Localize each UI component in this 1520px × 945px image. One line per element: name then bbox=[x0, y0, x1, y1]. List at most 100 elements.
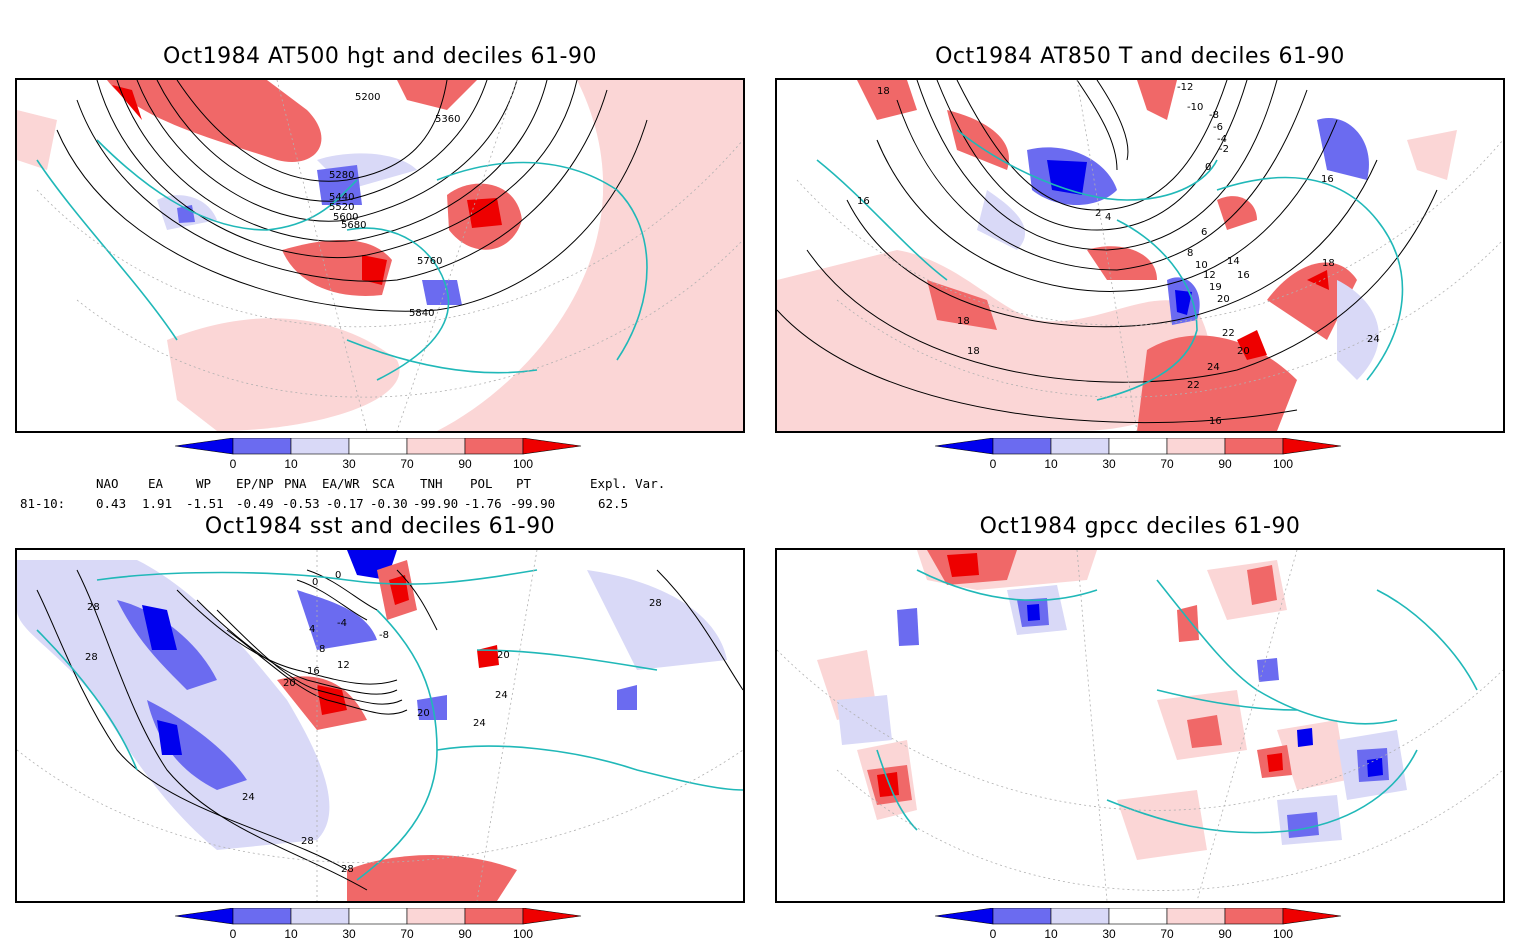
colorbar-label: 100 bbox=[1273, 457, 1293, 470]
contour-label: 5840 bbox=[409, 308, 434, 319]
index-value-wp: -1.51 bbox=[186, 496, 224, 511]
contour-label: 0 bbox=[335, 570, 341, 581]
contour-label: 6 bbox=[1201, 227, 1207, 238]
index-header-eawr: EA/WR bbox=[322, 476, 360, 491]
colorbar-label: 30 bbox=[342, 927, 356, 940]
contour-label: -8 bbox=[379, 630, 389, 641]
contour-label: 18 bbox=[967, 346, 980, 357]
colorbar-label: 10 bbox=[1044, 927, 1058, 940]
contour-label: 24 bbox=[495, 690, 508, 701]
index-value-epnp: -0.49 bbox=[236, 496, 274, 511]
index-value-ea: 1.91 bbox=[142, 496, 173, 511]
contour-label: 28 bbox=[341, 864, 354, 875]
contour-label: 5760 bbox=[417, 256, 442, 267]
colorbar-label: 70 bbox=[400, 927, 414, 940]
colorbar-segment bbox=[992, 437, 1052, 455]
index-value-sca: -0.30 bbox=[370, 496, 408, 511]
index-header-nao: NAO bbox=[96, 476, 119, 491]
colorbar-segment bbox=[348, 907, 408, 925]
index-value-pna: -0.53 bbox=[282, 496, 320, 511]
colorbar-segment bbox=[934, 907, 994, 925]
colorbar-segment bbox=[1050, 907, 1110, 925]
contour-label: 14 bbox=[1227, 256, 1240, 267]
colorbar-label: 0 bbox=[230, 927, 237, 940]
colorbar-label: 0 bbox=[990, 927, 997, 940]
contour-label: 8 bbox=[1187, 248, 1193, 259]
index-value-explvar: 62.5 bbox=[598, 496, 629, 511]
colorbar-label: 10 bbox=[1044, 457, 1058, 470]
colorbar-segment bbox=[1282, 907, 1342, 925]
contour-label: 0 bbox=[1205, 162, 1211, 173]
colorbar-top-left: 0 10 30 70 90 100 bbox=[174, 437, 585, 471]
map-panel-gpcc[interactable] bbox=[775, 548, 1505, 903]
colorbar-segment bbox=[1282, 437, 1342, 455]
colorbar-segment bbox=[406, 907, 466, 925]
panel-title-sst: Oct1984 sst and deciles 61-90 bbox=[204, 514, 556, 539]
contour-label: 28 bbox=[87, 602, 100, 613]
contour-label: 5680 bbox=[341, 220, 366, 231]
contour-label: 24 bbox=[1367, 334, 1380, 345]
contour-label: 5280 bbox=[329, 170, 354, 181]
contour-label: -4 bbox=[337, 618, 347, 629]
contour-label: 18 bbox=[957, 316, 970, 327]
colorbar-label: 90 bbox=[1218, 927, 1232, 940]
indices-table: NAO EA WP EP/NP PNA EA/WR SCA TNH POL PT… bbox=[20, 476, 740, 512]
colorbar-label: 0 bbox=[230, 457, 237, 470]
contour-label: 2 bbox=[1095, 208, 1101, 219]
colorbar-segment bbox=[1050, 437, 1110, 455]
index-header-pt: PT bbox=[516, 476, 532, 491]
contour-label: 16 bbox=[1321, 174, 1334, 185]
colorbar-bottom-right: 0 10 30 70 90 100 bbox=[934, 907, 1345, 941]
index-value-eawr: -0.17 bbox=[326, 496, 364, 511]
contour-label: 10 bbox=[1195, 260, 1208, 271]
contour-label: 20 bbox=[1217, 294, 1230, 305]
map-panel-hgt[interactable]: 5200 5360 5280 5440 5520 5600 5680 5760 … bbox=[15, 78, 745, 433]
contour-label: 24 bbox=[473, 718, 486, 729]
colorbar-segment bbox=[232, 437, 292, 455]
colorbar-segment bbox=[1224, 437, 1284, 455]
colorbar-label: 70 bbox=[1160, 927, 1174, 940]
index-header-pol: POL bbox=[470, 476, 493, 491]
colorbar-label: 90 bbox=[458, 927, 472, 940]
map-panel-t850[interactable]: 18 -12 -10 -8 -6 -4 -2 0 2 4 6 8 10 12 1… bbox=[775, 78, 1505, 433]
colorbar-segment bbox=[1108, 907, 1168, 925]
colorbar-top-right: 0 10 30 70 90 100 bbox=[934, 437, 1345, 471]
index-header-ea: EA bbox=[148, 476, 164, 491]
contour-label: 16 bbox=[1237, 270, 1250, 281]
contour-label: 28 bbox=[85, 652, 98, 663]
colorbar-label: 100 bbox=[1273, 927, 1293, 940]
colorbar-segment bbox=[522, 437, 582, 455]
contour-label: -10 bbox=[1187, 102, 1203, 113]
contour-label: 8 bbox=[319, 644, 325, 655]
contour-label: 5200 bbox=[355, 92, 380, 103]
contour-label: 19 bbox=[1209, 282, 1222, 293]
contour-label: 0 bbox=[312, 577, 318, 588]
panel-title-gpcc: Oct1984 gpcc deciles 61-90 bbox=[979, 514, 1301, 539]
contour-label: 20 bbox=[497, 650, 510, 661]
contour-label: 4 bbox=[309, 624, 315, 635]
index-header-epnp: EP/NP bbox=[236, 476, 274, 491]
contour-label: 5360 bbox=[435, 114, 460, 125]
colorbar-label: 30 bbox=[342, 457, 356, 470]
colorbar-segment bbox=[992, 907, 1052, 925]
colorbar-segment bbox=[290, 907, 350, 925]
panel-title-t850: Oct1984 AT850 T and deciles 61-90 bbox=[935, 44, 1345, 69]
contour-label: -2 bbox=[1219, 144, 1229, 155]
contour-label: 22 bbox=[1222, 328, 1235, 339]
colorbar-label: 10 bbox=[284, 927, 298, 940]
index-header-sca: SCA bbox=[372, 476, 395, 491]
index-value-pol: -1.76 bbox=[464, 496, 502, 511]
contour-label: 24 bbox=[242, 792, 255, 803]
index-value-tnh: -99.90 bbox=[413, 496, 459, 511]
colorbar-segment bbox=[348, 437, 408, 455]
map-panel-sst[interactable]: 0 0 4 8 -4 -8 12 16 20 24 28 28 28 28 20… bbox=[15, 548, 745, 903]
colorbar-label: 10 bbox=[284, 457, 298, 470]
contour-label: -8 bbox=[1209, 110, 1219, 121]
colorbar-bottom-left: 0 10 30 70 90 100 bbox=[174, 907, 585, 941]
panel-title-hgt: Oct1984 AT500 hgt and deciles 61-90 bbox=[163, 44, 597, 69]
index-header-wp: WP bbox=[196, 476, 212, 491]
colorbar-segment bbox=[934, 437, 994, 455]
colorbar-segment bbox=[174, 907, 234, 925]
contour-label: -4 bbox=[1217, 134, 1227, 145]
contour-label: 18 bbox=[1322, 258, 1335, 269]
